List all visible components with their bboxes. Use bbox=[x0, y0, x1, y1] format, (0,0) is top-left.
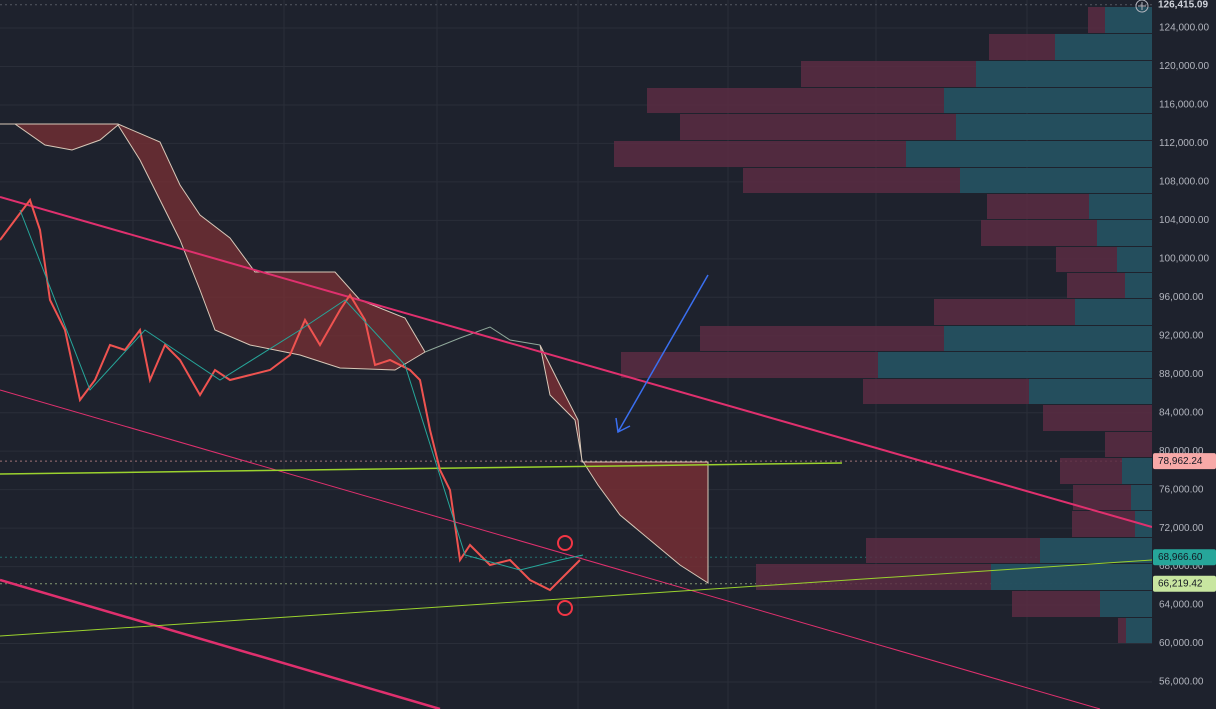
price-tag bbox=[1153, 549, 1216, 566]
y-tick-label: 76,000.00 bbox=[1159, 484, 1204, 495]
annotations bbox=[557, 274, 709, 616]
y-tick-label: 96,000.00 bbox=[1159, 292, 1204, 303]
y-tick-label: 84,000.00 bbox=[1159, 407, 1204, 418]
y-tick-label: 124,000.00 bbox=[1159, 23, 1209, 34]
ichimoku-cloud bbox=[0, 123, 709, 584]
price-tag-label: 68,966.60 bbox=[1158, 552, 1203, 563]
y-tick-label: 112,000.00 bbox=[1159, 138, 1209, 149]
y-tick-label: 72,000.00 bbox=[1159, 523, 1204, 534]
price-tag-label: 126,415.09 bbox=[1158, 0, 1208, 10]
price-tag-label: 66,219.42 bbox=[1158, 578, 1203, 589]
price-axis-labels: 124,000.00 120,000.00 116,000.00 112,000.00… bbox=[1153, 0, 1216, 688]
add-button[interactable] bbox=[1135, 0, 1149, 13]
volume-profile bbox=[614, 7, 1152, 643]
y-tick-label: 92,000.00 bbox=[1159, 330, 1204, 341]
y-tick-label: 56,000.00 bbox=[1159, 677, 1204, 688]
price-tag-label: 78,962.24 bbox=[1158, 456, 1203, 467]
y-tick-label: 68,000.00 bbox=[1159, 561, 1204, 572]
y-tick-label: 60,000.00 bbox=[1159, 638, 1204, 649]
y-tick-label: 108,000.00 bbox=[1159, 177, 1209, 188]
price-tag bbox=[1153, 0, 1216, 13]
y-tick-label: 80,000.00 bbox=[1159, 446, 1204, 457]
price-tag bbox=[1153, 453, 1216, 470]
price-tag bbox=[1153, 575, 1216, 592]
y-tick-label: 104,000.00 bbox=[1159, 215, 1209, 226]
y-tick-label: 88,000.00 bbox=[1159, 369, 1204, 380]
y-tick-label: 100,000.00 bbox=[1159, 253, 1209, 264]
y-tick-label: 120,000.00 bbox=[1159, 61, 1209, 72]
price-candles bbox=[0, 197, 584, 592]
trend-lines bbox=[0, 196, 1153, 709]
y-tick-label: 116,000.00 bbox=[1159, 100, 1209, 111]
y-tick-label: 64,000.00 bbox=[1159, 600, 1204, 611]
